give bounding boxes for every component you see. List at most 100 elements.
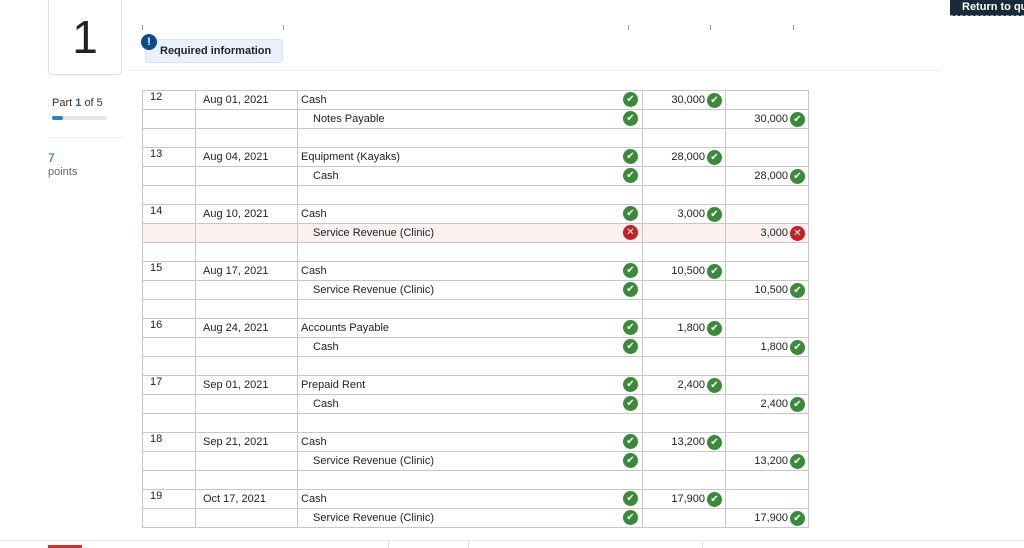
- entry-date[interactable]: Aug 04, 2021: [195, 147, 298, 167]
- entry-date[interactable]: [195, 508, 298, 528]
- check-circle-icon: ✔: [790, 340, 805, 355]
- column-tick: [142, 25, 143, 30]
- debit-cell[interactable]: 28,000 ✔: [642, 147, 726, 167]
- check-circle-icon: ✔: [623, 320, 638, 335]
- points-label: points: [48, 166, 78, 178]
- journal-entries-table: 12 Aug 01, 2021 Cash ✔ 30,000 ✔ Notes Payable ✔…: [142, 90, 809, 528]
- account-cell[interactable]: Accounts Payable ✔: [297, 318, 643, 338]
- credit-cell[interactable]: 3,000 ✕: [725, 223, 809, 243]
- credit-cell[interactable]: 2,400 ✔: [725, 394, 809, 414]
- account-cell[interactable]: Cash ✔: [297, 432, 643, 452]
- return-to-question-button[interactable]: Return to qu: [950, 0, 1024, 16]
- debit-cell[interactable]: 13,200 ✔: [642, 432, 726, 452]
- entry-date[interactable]: [195, 337, 298, 357]
- account-cell[interactable]: Prepaid Rent ✔: [297, 375, 643, 395]
- account-cell[interactable]: Cash ✔: [297, 90, 643, 110]
- entry-date[interactable]: Aug 17, 2021: [195, 261, 298, 281]
- account-cell[interactable]: Cash ✔: [297, 261, 643, 281]
- debit-cell[interactable]: [642, 166, 726, 186]
- column-tick: [710, 25, 711, 30]
- credit-cell[interactable]: 17,900 ✔: [725, 508, 809, 528]
- entry-number: 18: [142, 432, 196, 452]
- debit-cell[interactable]: [642, 337, 726, 357]
- check-circle-icon: ✔: [707, 93, 722, 108]
- credit-cell[interactable]: [725, 90, 809, 110]
- credit-cell[interactable]: 28,000 ✔: [725, 166, 809, 186]
- credit-cell[interactable]: [725, 318, 809, 338]
- entry-date[interactable]: Sep 01, 2021: [195, 375, 298, 395]
- entry-number: 16: [142, 318, 196, 338]
- entry-date[interactable]: Oct 17, 2021: [195, 489, 298, 509]
- check-circle-icon: ✔: [623, 491, 638, 506]
- credit-cell[interactable]: [725, 261, 809, 281]
- journal-row: 17 Sep 01, 2021 Prepaid Rent ✔ 2,400 ✔: [142, 375, 809, 395]
- entry-date[interactable]: Aug 01, 2021: [195, 90, 298, 110]
- account-name: Cash: [313, 398, 339, 410]
- check-circle-icon: ✔: [623, 510, 638, 525]
- credit-cell[interactable]: 30,000 ✔: [725, 109, 809, 129]
- entry-date[interactable]: Aug 10, 2021: [195, 204, 298, 224]
- debit-cell[interactable]: 10,500 ✔: [642, 261, 726, 281]
- bottom-separator: [702, 541, 703, 548]
- required-information-button[interactable]: Required information: [145, 39, 283, 63]
- entry-spacer-row: [142, 299, 809, 319]
- entry-date[interactable]: [195, 109, 298, 129]
- entry-date[interactable]: [195, 394, 298, 414]
- journal-row: 14 Aug 10, 2021 Cash ✔ 3,000 ✔: [142, 204, 809, 224]
- entry-date[interactable]: Aug 24, 2021: [195, 318, 298, 338]
- debit-cell[interactable]: [642, 394, 726, 414]
- credit-cell[interactable]: [725, 375, 809, 395]
- debit-cell[interactable]: [642, 223, 726, 243]
- account-name: Cash: [313, 341, 339, 353]
- entry-date[interactable]: [195, 280, 298, 300]
- entry-number: 17: [142, 375, 196, 395]
- debit-cell[interactable]: 3,000 ✔: [642, 204, 726, 224]
- credit-cell[interactable]: [725, 147, 809, 167]
- account-cell[interactable]: Cash ✔: [297, 489, 643, 509]
- account-cell[interactable]: Notes Payable ✔: [297, 109, 643, 129]
- credit-cell[interactable]: 10,500 ✔: [725, 280, 809, 300]
- debit-cell[interactable]: 30,000 ✔: [642, 90, 726, 110]
- account-cell[interactable]: Service Revenue (Clinic) ✕: [297, 223, 643, 243]
- credit-cell[interactable]: [725, 204, 809, 224]
- credit-amount: 2,400: [760, 398, 788, 410]
- check-circle-icon: ✔: [623, 377, 638, 392]
- check-circle-icon: ✔: [623, 92, 638, 107]
- account-cell[interactable]: Service Revenue (Clinic) ✔: [297, 280, 643, 300]
- debit-amount: 3,000: [677, 208, 705, 220]
- debit-cell[interactable]: 2,400 ✔: [642, 375, 726, 395]
- entry-date[interactable]: [195, 451, 298, 471]
- account-cell[interactable]: Equipment (Kayaks) ✔: [297, 147, 643, 167]
- debit-cell[interactable]: [642, 451, 726, 471]
- entry-date[interactable]: Sep 21, 2021: [195, 432, 298, 452]
- account-cell[interactable]: Cash ✔: [297, 337, 643, 357]
- debit-cell[interactable]: 17,900 ✔: [642, 489, 726, 509]
- credit-cell[interactable]: [725, 432, 809, 452]
- check-circle-icon: ✔: [790, 112, 805, 127]
- debit-amount: 17,900: [671, 493, 705, 505]
- entry-date[interactable]: [195, 166, 298, 186]
- entry-spacer-row: [142, 242, 809, 262]
- account-cell[interactable]: Cash ✔: [297, 204, 643, 224]
- entry-date[interactable]: [195, 223, 298, 243]
- account-cell[interactable]: Cash ✔: [297, 166, 643, 186]
- check-circle-icon: ✔: [707, 492, 722, 507]
- debit-cell[interactable]: [642, 109, 726, 129]
- entry-number: [142, 337, 196, 357]
- debit-cell[interactable]: 1,800 ✔: [642, 318, 726, 338]
- account-cell[interactable]: Service Revenue (Clinic) ✔: [297, 508, 643, 528]
- credit-cell[interactable]: [725, 489, 809, 509]
- account-cell[interactable]: Cash ✔: [297, 394, 643, 414]
- account-cell[interactable]: Service Revenue (Clinic) ✔: [297, 451, 643, 471]
- account-name: Service Revenue (Clinic): [313, 512, 435, 524]
- entry-spacer-row: [142, 128, 809, 148]
- entry-number: 12: [142, 90, 196, 110]
- debit-cell[interactable]: [642, 508, 726, 528]
- credit-cell[interactable]: 1,800 ✔: [725, 337, 809, 357]
- journal-row: 16 Aug 24, 2021 Accounts Payable ✔ 1,800 ✔: [142, 318, 809, 338]
- check-circle-icon: ✔: [790, 454, 805, 469]
- debit-cell[interactable]: [642, 280, 726, 300]
- check-circle-icon: ✔: [707, 264, 722, 279]
- credit-cell[interactable]: 13,200 ✔: [725, 451, 809, 471]
- check-circle-icon: ✔: [623, 396, 638, 411]
